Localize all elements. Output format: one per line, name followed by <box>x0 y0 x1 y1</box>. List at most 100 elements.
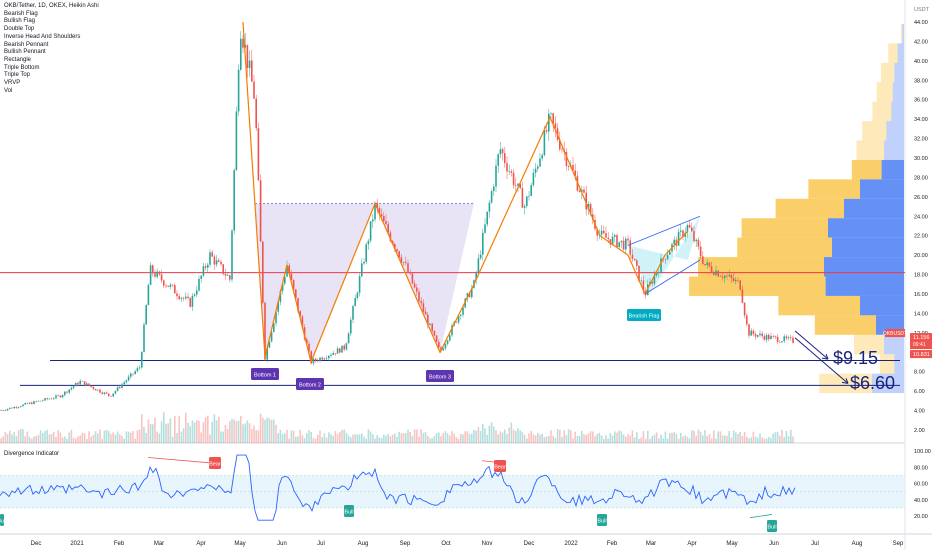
candle-body <box>147 284 150 306</box>
indicator-item[interactable]: Triple Bottom <box>4 64 40 71</box>
volume-bar <box>202 422 205 443</box>
candle-body <box>83 381 86 386</box>
volume-bar <box>0 438 2 443</box>
candle-body <box>735 279 737 282</box>
volume-bar <box>160 421 163 443</box>
volume-bar <box>163 412 165 443</box>
candle-body <box>490 191 493 203</box>
vrvp-bar-up <box>872 101 892 122</box>
candle-body <box>44 398 46 401</box>
volume-bar <box>123 438 125 443</box>
volume-bar <box>761 437 763 443</box>
volume-bar <box>710 438 713 443</box>
candle-body <box>295 289 297 299</box>
price-badge-text: 11.156 <box>913 335 929 341</box>
bottom-1-label: Bottom 1 <box>251 368 279 380</box>
volume-bar <box>90 436 92 443</box>
volume-bar <box>691 430 693 443</box>
volume-bar <box>785 430 788 443</box>
volume-bar <box>273 419 275 443</box>
arrow-target-2 <box>794 337 849 384</box>
price-axis-label: 18.00 <box>914 273 928 279</box>
candle-body <box>581 189 583 192</box>
candle-body <box>444 343 447 349</box>
volume-bar <box>422 432 425 443</box>
candle-body <box>255 98 257 129</box>
candle-body <box>99 389 101 393</box>
candle-body <box>193 294 196 296</box>
candle-body <box>196 290 198 295</box>
candle-body <box>565 152 568 167</box>
bottom-2-label-text: Bottom 2 <box>299 383 321 389</box>
volume-bar <box>330 434 332 443</box>
volume-bar <box>255 430 257 443</box>
candle-body <box>4 410 7 411</box>
volume-bar <box>354 434 356 443</box>
indicator-item[interactable]: Bearish Pennant <box>4 41 49 48</box>
candle-body <box>160 274 163 281</box>
volume-bar <box>242 424 244 443</box>
bull-tag-2-text: Bull <box>597 519 606 525</box>
candle-body <box>103 392 106 394</box>
volume-bar <box>149 423 152 443</box>
volume-bar <box>347 435 350 443</box>
candle-body <box>567 166 570 167</box>
candle-body <box>127 376 130 381</box>
volume-bar <box>651 436 653 443</box>
candle-body <box>640 280 642 282</box>
volume-bar <box>42 432 44 443</box>
volume-bar <box>325 437 328 443</box>
volume-bar <box>433 436 436 443</box>
volume-bar <box>424 431 427 443</box>
volume-bar <box>226 428 229 443</box>
volume-bar <box>220 431 222 443</box>
volume-bar <box>721 435 724 443</box>
volume-bar <box>482 424 484 443</box>
volume-bar <box>158 433 161 443</box>
candle-body <box>376 202 378 208</box>
candle-body <box>717 270 719 277</box>
indicator-item[interactable]: Double Top <box>4 26 35 33</box>
volume-bar <box>119 434 121 443</box>
candle-body <box>512 172 515 186</box>
indicator-line <box>0 454 796 521</box>
volume-bar <box>653 434 656 443</box>
candle-body <box>301 316 304 328</box>
volume-bar <box>70 429 73 443</box>
volume-bar <box>697 429 700 443</box>
candle-body <box>776 336 779 342</box>
volume-bar <box>389 436 392 443</box>
candle-body <box>361 263 363 277</box>
candle-body <box>578 190 581 192</box>
volume-bar <box>713 430 715 443</box>
indicator-item[interactable]: Triple Top <box>4 72 31 79</box>
candle-body <box>427 314 429 325</box>
indicator-item[interactable]: Inverse Head And Shoulders <box>4 33 81 40</box>
volume-bar <box>11 434 13 443</box>
candle-body <box>526 196 528 207</box>
volume-bar <box>339 432 341 443</box>
candle-body <box>743 302 746 316</box>
volume-bar <box>152 424 154 443</box>
indicator-item[interactable]: Bullish Pennant <box>4 49 46 56</box>
vrvp-bar-up <box>689 276 826 296</box>
indicator-item[interactable]: Bearish Flag <box>4 10 38 17</box>
indicator-item[interactable]: Bullish Flag <box>4 18 36 25</box>
candle-body <box>706 262 708 266</box>
bottom-1-label-text: Bottom 1 <box>254 373 276 379</box>
volume-bar <box>616 432 618 443</box>
candle-body <box>169 284 172 287</box>
candle-body <box>121 384 123 388</box>
indicator-item[interactable]: VRVP <box>4 80 21 87</box>
vrvp-bar-down <box>832 237 904 258</box>
volume-bar <box>497 434 499 443</box>
indicator-item[interactable]: Rectangle <box>4 56 32 63</box>
time-axis-label: Dec <box>31 541 42 547</box>
candle-body <box>669 251 671 255</box>
indicator-item[interactable]: Vol <box>4 87 13 94</box>
volume-bar <box>695 435 697 443</box>
time-axis-label: Jun <box>769 541 779 547</box>
volume-bar <box>552 435 554 443</box>
